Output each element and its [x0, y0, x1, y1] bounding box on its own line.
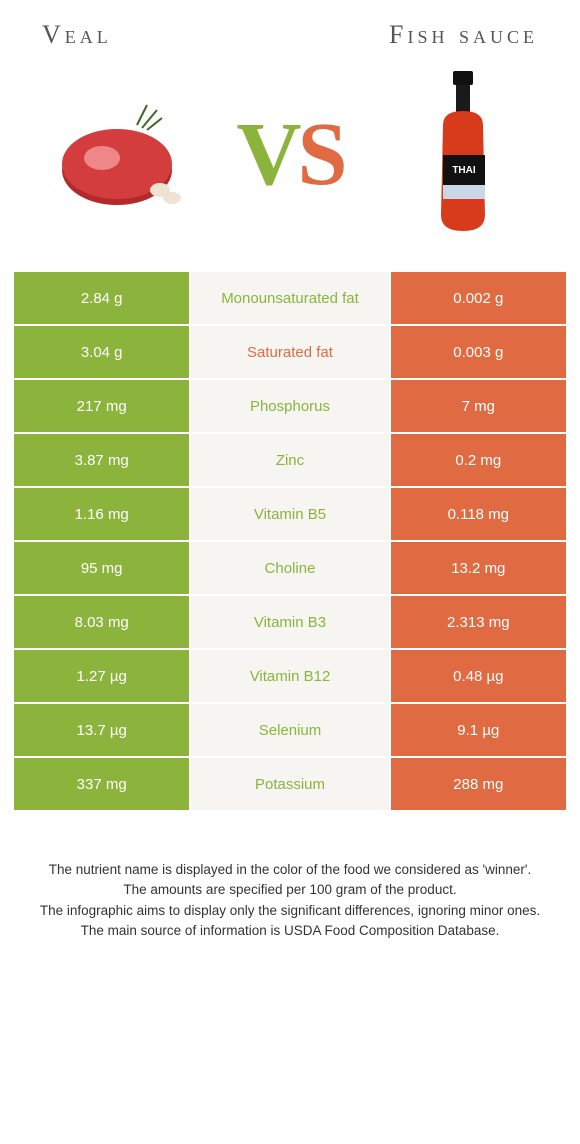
table-row: 95 mgCholine13.2 mg [14, 542, 566, 594]
fish-sauce-bottle-icon: THAI [388, 75, 538, 235]
table-row: 1.27 µgVitamin B120.48 µg [14, 650, 566, 702]
right-value-cell: 288 mg [391, 758, 566, 810]
nutrient-label-cell: Zinc [191, 434, 388, 486]
nutrient-table: 2.84 gMonounsaturated fat0.002 g3.04 gSa… [12, 270, 568, 812]
nutrient-label-cell: Potassium [191, 758, 388, 810]
left-value-cell: 2.84 g [14, 272, 189, 324]
left-value-cell: 3.87 mg [14, 434, 189, 486]
nutrient-label-cell: Monounsaturated fat [191, 272, 388, 324]
left-value-cell: 95 mg [14, 542, 189, 594]
right-value-cell: 9.1 µg [391, 704, 566, 756]
nutrient-label-cell: Vitamin B5 [191, 488, 388, 540]
table-row: 8.03 mgVitamin B32.313 mg [14, 596, 566, 648]
veal-meat-icon [42, 75, 192, 235]
right-value-cell: 0.003 g [391, 326, 566, 378]
title-row: Veal Fish sauce [12, 20, 568, 70]
table-row: 13.7 µgSelenium9.1 µg [14, 704, 566, 756]
footer-note-line: The main source of information is USDA F… [36, 921, 544, 941]
vs-letter-v: V [236, 105, 297, 204]
left-value-cell: 13.7 µg [14, 704, 189, 756]
right-value-cell: 0.002 g [391, 272, 566, 324]
left-value-cell: 1.27 µg [14, 650, 189, 702]
nutrient-label-cell: Phosphorus [191, 380, 388, 432]
table-row: 3.04 gSaturated fat0.003 g [14, 326, 566, 378]
nutrient-label-cell: Saturated fat [191, 326, 388, 378]
table-row: 1.16 mgVitamin B50.118 mg [14, 488, 566, 540]
table-row: 337 mgPotassium288 mg [14, 758, 566, 810]
right-value-cell: 2.313 mg [391, 596, 566, 648]
left-value-cell: 3.04 g [14, 326, 189, 378]
hero-row: VS THAI [12, 70, 568, 270]
right-value-cell: 0.118 mg [391, 488, 566, 540]
svg-text:THAI: THAI [452, 165, 476, 176]
left-value-cell: 217 mg [14, 380, 189, 432]
right-value-cell: 7 mg [391, 380, 566, 432]
table-row: 2.84 gMonounsaturated fat0.002 g [14, 272, 566, 324]
right-value-cell: 13.2 mg [391, 542, 566, 594]
table-row: 3.87 mgZinc0.2 mg [14, 434, 566, 486]
vs-label: VS [236, 110, 343, 200]
table-row: 217 mgPhosphorus7 mg [14, 380, 566, 432]
footer-note-line: The amounts are specified per 100 gram o… [36, 880, 544, 900]
left-food-title: Veal [42, 20, 112, 50]
right-value-cell: 0.2 mg [391, 434, 566, 486]
footer-note-line: The infographic aims to display only the… [36, 901, 544, 921]
left-value-cell: 8.03 mg [14, 596, 189, 648]
right-food-title: Fish sauce [389, 20, 538, 50]
footer-note-line: The nutrient name is displayed in the co… [36, 860, 544, 880]
vs-letter-s: S [297, 105, 343, 204]
left-value-cell: 337 mg [14, 758, 189, 810]
nutrient-label-cell: Selenium [191, 704, 388, 756]
nutrient-label-cell: Choline [191, 542, 388, 594]
left-value-cell: 1.16 mg [14, 488, 189, 540]
nutrient-label-cell: Vitamin B3 [191, 596, 388, 648]
nutrient-label-cell: Vitamin B12 [191, 650, 388, 702]
footer-notes: The nutrient name is displayed in the co… [12, 812, 568, 941]
right-value-cell: 0.48 µg [391, 650, 566, 702]
